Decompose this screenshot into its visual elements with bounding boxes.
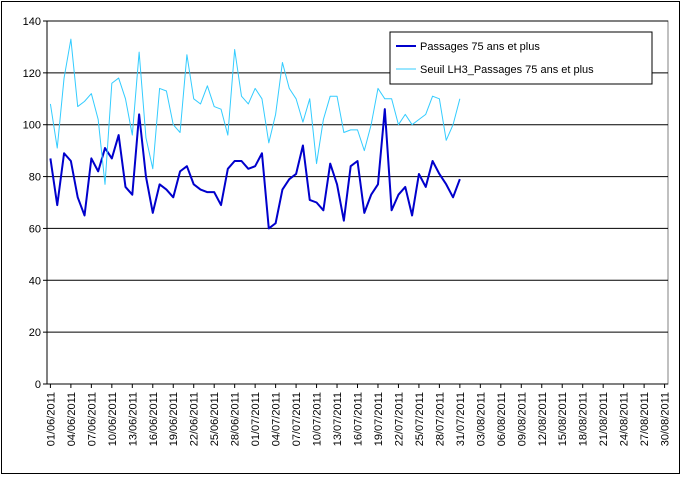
x-tick-label: 30/08/2011 xyxy=(660,392,672,446)
x-tick-label: 22/06/2011 xyxy=(189,392,201,446)
x-tick-label: 28/07/2011 xyxy=(434,392,446,446)
legend-box xyxy=(389,31,653,85)
x-tick-label: 24/08/2011 xyxy=(619,392,631,446)
series-line xyxy=(49,38,461,185)
x-tick-label: 07/07/2011 xyxy=(291,392,303,446)
y-tick-label: 140 xyxy=(23,16,41,28)
x-tick-label: 12/08/2011 xyxy=(537,392,549,446)
y-tick-label: 40 xyxy=(29,275,41,287)
y-tick-label: 80 xyxy=(29,172,41,184)
x-tick-label: 03/08/2011 xyxy=(475,392,487,446)
x-tick-label: 19/06/2011 xyxy=(168,392,180,446)
x-tick-label: 21/08/2011 xyxy=(598,392,610,446)
x-tick-label: 27/08/2011 xyxy=(639,392,651,446)
y-tick-label: 60 xyxy=(29,223,41,235)
legend-label: Passages 75 ans et plus xyxy=(420,41,540,53)
x-tick-label: 04/06/2011 xyxy=(66,392,78,446)
x-tick-label: 25/07/2011 xyxy=(414,392,426,446)
x-tick-label: 09/08/2011 xyxy=(516,392,528,446)
x-tick-label: 06/08/2011 xyxy=(496,392,508,446)
x-tick-label: 31/07/2011 xyxy=(455,392,467,446)
x-tick-label: 10/07/2011 xyxy=(312,392,324,446)
x-tick-label: 22/07/2011 xyxy=(393,392,405,446)
x-tick-label: 13/07/2011 xyxy=(332,392,344,446)
y-tick-label: 100 xyxy=(23,120,41,132)
x-tick-label: 15/08/2011 xyxy=(557,392,569,446)
x-tick-label: 13/06/2011 xyxy=(127,392,139,446)
series-line xyxy=(49,108,461,230)
x-tick-label: 01/06/2011 xyxy=(45,392,57,446)
x-tick-label: 04/07/2011 xyxy=(271,392,283,446)
x-tick-label: 16/06/2011 xyxy=(148,392,160,446)
x-tick-label: 18/08/2011 xyxy=(578,392,590,446)
x-tick-label: 28/06/2011 xyxy=(230,392,242,446)
x-tick-label: 07/06/2011 xyxy=(86,392,98,446)
y-tick-label: 20 xyxy=(29,327,41,339)
y-tick-label: 0 xyxy=(35,379,41,391)
x-tick-label: 25/06/2011 xyxy=(209,392,221,446)
y-tick-label: 120 xyxy=(23,68,41,80)
legend-label: Seuil LH3_Passages 75 ans et plus xyxy=(420,64,594,76)
x-tick-label: 16/07/2011 xyxy=(353,392,365,446)
x-tick-label: 10/06/2011 xyxy=(107,392,119,446)
x-tick-label: 01/07/2011 xyxy=(250,392,262,446)
x-tick-label: 19/07/2011 xyxy=(373,392,385,446)
